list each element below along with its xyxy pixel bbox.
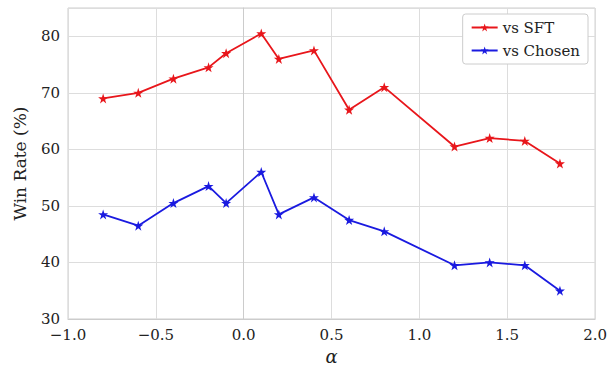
svg-text:50: 50 <box>41 197 60 215</box>
svg-text:40: 40 <box>41 253 60 271</box>
svg-text:vs SFT: vs SFT <box>502 19 555 37</box>
svg-text:2.0: 2.0 <box>583 326 607 344</box>
svg-text:−1.0: −1.0 <box>50 326 86 344</box>
svg-text:30: 30 <box>40 310 60 328</box>
svg-text:70: 70 <box>41 84 60 102</box>
svg-text:80: 80 <box>41 27 60 45</box>
svg-text:1.5: 1.5 <box>495 326 519 344</box>
svg-text:vs Chosen: vs Chosen <box>502 42 581 60</box>
svg-text:0.0: 0.0 <box>232 326 256 344</box>
svg-text:1.0: 1.0 <box>407 326 431 344</box>
svg-text:−0.5: −0.5 <box>138 326 174 344</box>
svg-text:0.5: 0.5 <box>320 326 344 344</box>
svg-text:α: α <box>325 346 337 367</box>
svg-text:Win Rate (%): Win Rate (%) <box>10 106 30 220</box>
svg-text:60: 60 <box>41 140 60 158</box>
